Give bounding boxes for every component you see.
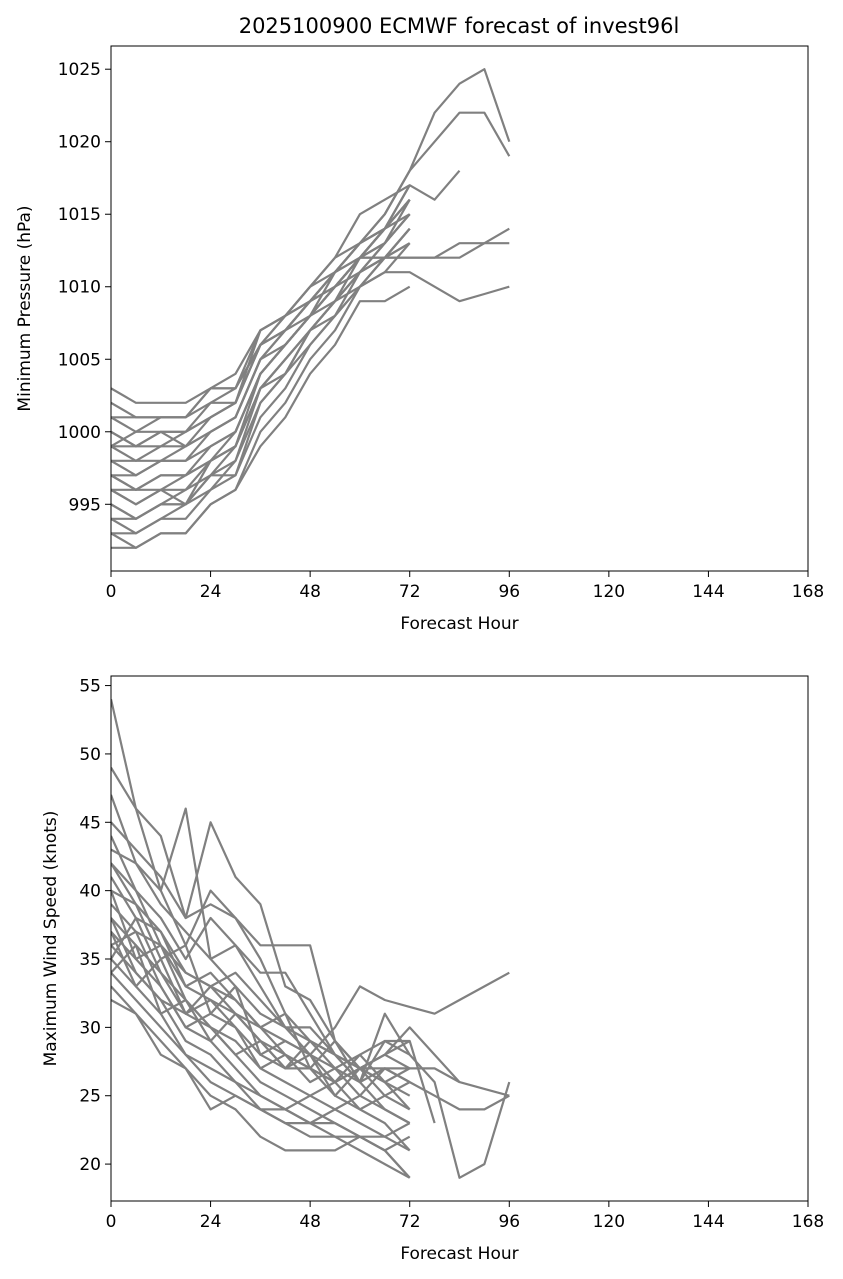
pressure-panel: 0 24 48 72 96 120 144 168 995 1000 1005 1010 1015 102…: [15, 45, 824, 634]
wind-x-tick-label: 120: [593, 1212, 625, 1232]
wind-x-tick-label: 144: [692, 1212, 724, 1232]
pressure-x-tick-label: 96: [498, 582, 520, 602]
pressure-x-tick-label: 24: [200, 582, 222, 602]
wind-y-tick-label: 30: [79, 1018, 101, 1038]
wind-series-m04: [111, 821, 461, 1083]
pressure-y-axis-label: Minimum Pressure (hPa): [15, 205, 35, 411]
wind-y-axis-label: Maximum Wind Speed (knots): [41, 811, 61, 1067]
wind-series-m05: [111, 835, 510, 1097]
wind-x-tick-label: 48: [299, 1212, 321, 1232]
pressure-series-m24: [111, 242, 411, 491]
wind-series-m23: [111, 931, 411, 1097]
pressure-series-m21: [111, 227, 411, 477]
pressure-y-tick-label: 1010: [58, 278, 101, 298]
wind-y-tick-label: 45: [79, 813, 101, 833]
pressure-x-tick-label: 120: [593, 582, 625, 602]
wind-series-m24: [111, 944, 411, 1097]
wind-y-tick-label: 55: [79, 677, 101, 697]
wind-series-group: [111, 698, 511, 1179]
wind-y-tick-label: 35: [79, 950, 101, 970]
pressure-y-tick-label: 1005: [58, 350, 101, 370]
wind-x-axis-label: Forecast Hour: [400, 1244, 518, 1264]
wind-y-tick-label: 50: [79, 745, 101, 765]
chart-title: 2025100900 ECMWF forecast of invest96l: [239, 14, 680, 38]
wind-x-tick-label: 24: [200, 1212, 222, 1232]
wind-x-tick-label: 0: [106, 1212, 117, 1232]
pressure-x-tick-label: 168: [792, 582, 824, 602]
pressure-y-tick-label: 995: [69, 495, 101, 515]
wind-y-tick-label: 25: [79, 1087, 101, 1107]
pressure-x-tick-label: 144: [692, 582, 724, 602]
pressure-y-tick-label: 1015: [58, 205, 101, 225]
pressure-x-tick-label: 72: [399, 582, 421, 602]
pressure-series-group: [111, 68, 511, 549]
pressure-y-tick-label: 1025: [58, 60, 101, 80]
wind-panel: 0 24 48 72 96 120 144 168 20 25 30 35 40 45 50 55 Foreca…: [41, 675, 824, 1264]
wind-x-tick-label: 168: [792, 1212, 824, 1232]
wind-series-m19: [111, 930, 411, 1084]
pressure-y-tick-label: 1000: [58, 423, 101, 443]
pressure-x-tick-label: 48: [299, 582, 321, 602]
pressure-series-m22: [111, 198, 411, 433]
wind-axes-frame: [110, 675, 809, 1202]
pressure-y-tick-label: 1020: [58, 133, 101, 153]
pressure-x-tick-label: 0: [106, 582, 117, 602]
wind-x-tick-label: 96: [498, 1212, 520, 1232]
wind-series-m22: [111, 862, 411, 1125]
wind-x-tick-label: 72: [399, 1212, 421, 1232]
wind-series-m01: [111, 698, 511, 1179]
wind-y-tick-label: 40: [79, 882, 101, 902]
pressure-series-m23: [111, 213, 411, 448]
pressure-axes-frame: [110, 45, 809, 572]
wind-series-m16: [111, 985, 411, 1179]
wind-y-tick-label: 20: [79, 1155, 101, 1175]
pressure-x-axis-label: Forecast Hour: [400, 614, 518, 634]
